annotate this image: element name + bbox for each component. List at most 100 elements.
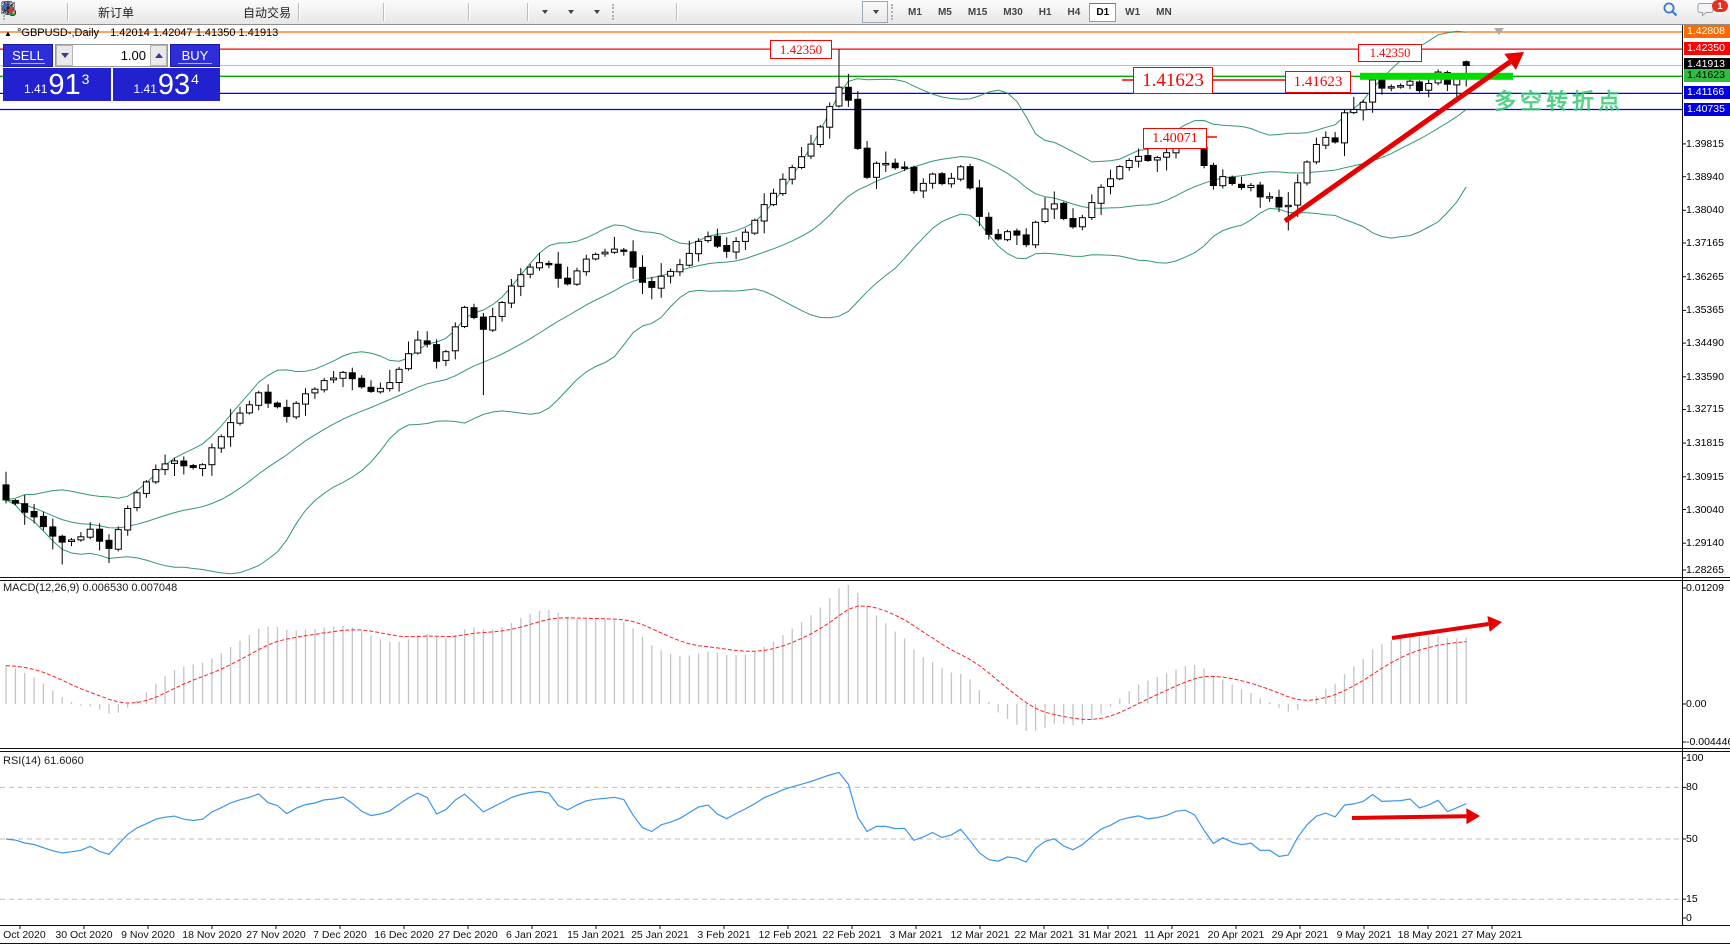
chart-ohlc-values: 1.42014 1.42047 1.41350 1.41913 — [110, 27, 279, 39]
candle-body — [938, 173, 946, 185]
equidistant-channel-icon[interactable]: E — [1, 1, 784, 23]
tab-h1[interactable]: H1 — [1038, 6, 1052, 18]
macd-axis-tick: -0.004446 — [1686, 736, 1730, 748]
autotrading-label[interactable]: 自动交易 — [243, 5, 292, 20]
indicators-dropdown-icon[interactable] — [542, 10, 549, 14]
bar-chart-mode-icon[interactable] — [2, 1, 328, 23]
autotrading-button[interactable] — [1, 1, 242, 23]
chart-title: ▲ °GBPUSD-,Daily 1.42014 1.42047 1.41350… — [4, 27, 278, 39]
candle-body — [1032, 221, 1040, 246]
candle-body — [199, 464, 207, 470]
candle-body — [479, 316, 487, 330]
periods-icon[interactable] — [1, 1, 583, 23]
candle-body — [919, 182, 927, 192]
candle-body — [320, 380, 328, 391]
tab-m30[interactable]: M30 — [1003, 6, 1023, 18]
periods-dropdown-icon[interactable] — [568, 10, 575, 14]
volume-decrease-button[interactable] — [56, 45, 73, 66]
chart-shift-icon[interactable] — [2, 1, 524, 23]
profiles-icon[interactable] — [1, 1, 64, 23]
chart-text-annotation[interactable]: 多空转折点 — [1494, 89, 1625, 114]
candle-body — [283, 406, 291, 417]
tab-m1[interactable]: M1 — [908, 6, 922, 18]
trendline-icon[interactable] — [2, 1, 758, 23]
text-label-icon[interactable]: T — [1, 1, 862, 23]
text-icon[interactable]: A — [4, 1, 836, 23]
toolbar-drag-handle[interactable] — [891, 4, 898, 20]
vertical-line-icon[interactable] — [7, 1, 706, 23]
candle-body — [1209, 164, 1217, 186]
metaeditor-icon[interactable] — [0, 0, 164, 23]
candle-body — [685, 252, 693, 266]
tab-w1[interactable]: W1 — [1125, 6, 1141, 18]
fibonacci-icon[interactable]: F — [1, 1, 810, 23]
candle-body — [807, 143, 815, 157]
buy-price-display[interactable]: 1.41 93 4 — [112, 68, 220, 101]
candle-body — [526, 266, 534, 275]
new-order-label[interactable]: 新订单 — [98, 5, 135, 20]
candle-body — [1425, 83, 1433, 91]
search-icon[interactable] — [1662, 1, 1688, 23]
volume-input[interactable] — [73, 45, 150, 66]
candle-body — [498, 302, 506, 317]
zoom-in-icon[interactable] — [1, 1, 413, 23]
candle-body — [227, 422, 235, 438]
arrows-dropdown-icon[interactable] — [873, 10, 880, 14]
notifications-icon[interactable]: 1 — [1696, 0, 1728, 23]
community-icon[interactable] — [1, 1, 190, 23]
sell-price-display[interactable]: 1.41 91 3 — [3, 68, 111, 101]
line-chart-mode-icon[interactable] — [1, 1, 380, 23]
candle-body — [1359, 101, 1367, 111]
price-callout-label[interactable]: 1.41623 — [1285, 71, 1351, 93]
macd-signal-line — [5, 605, 1467, 721]
templates-dropdown-icon[interactable] — [594, 10, 601, 14]
candle-body — [573, 270, 581, 285]
tab-h4[interactable]: H4 — [1067, 6, 1081, 18]
tab-d1[interactable]: D1 — [1089, 2, 1117, 22]
volume-increase-button[interactable] — [150, 45, 167, 66]
auto-scroll-icon[interactable] — [3, 1, 498, 23]
price-axis-tick: 1.36265 — [1686, 270, 1724, 283]
tab-m15[interactable]: M15 — [967, 6, 988, 18]
zoom-out-icon[interactable] — [1, 1, 439, 23]
cursor-icon[interactable] — [4, 1, 647, 23]
templates-icon[interactable] — [1, 1, 609, 23]
date-axis-label: 3 Feb 2021 — [697, 929, 751, 941]
candle-body — [1135, 155, 1143, 162]
date-axis-label: 22 Mar 2021 — [1014, 929, 1074, 941]
candle-body — [863, 147, 871, 178]
price-callout-label[interactable]: 1.40071 — [1143, 128, 1207, 149]
candle-body — [882, 163, 890, 166]
signals-icon[interactable] — [4, 1, 216, 23]
buy-button[interactable]: BUY — [170, 44, 220, 67]
new-order-button[interactable] — [2, 1, 97, 23]
horizontal-line-icon[interactable] — [2, 1, 732, 23]
candle-body — [414, 339, 422, 354]
candle-body — [610, 248, 618, 253]
date-axis-label: 27 Nov 2020 — [246, 929, 306, 941]
tab-m5[interactable]: M5 — [937, 6, 952, 18]
candle-body — [639, 266, 646, 283]
indicators-icon[interactable] — [1, 1, 557, 23]
tab-mn[interactable]: MN — [1156, 6, 1172, 18]
candle-body — [1378, 78, 1386, 89]
price-callout-label[interactable]: 1.41623 — [1133, 67, 1213, 94]
candle-body — [994, 233, 1002, 240]
candle-body — [1078, 217, 1086, 228]
candlestick-mode-icon[interactable] — [2, 1, 354, 23]
candle-body — [891, 162, 899, 169]
price-callout-label[interactable]: 1.42350 — [770, 40, 832, 59]
arrows-tool-icon[interactable] — [1, 1, 889, 23]
candle-body — [582, 258, 590, 273]
candle-body — [58, 535, 66, 543]
toolbar-drag-handle[interactable] — [612, 4, 619, 20]
sell-button[interactable]: SELL — [3, 44, 53, 67]
tile-windows-icon[interactable] — [1, 1, 465, 23]
crosshair-icon[interactable] — [1, 1, 673, 23]
candle-body — [507, 285, 515, 304]
price-callout-label[interactable]: 1.42350 — [1358, 44, 1422, 62]
candle-body — [255, 392, 263, 406]
candle-body — [1406, 80, 1414, 86]
candle-body — [1004, 231, 1011, 241]
